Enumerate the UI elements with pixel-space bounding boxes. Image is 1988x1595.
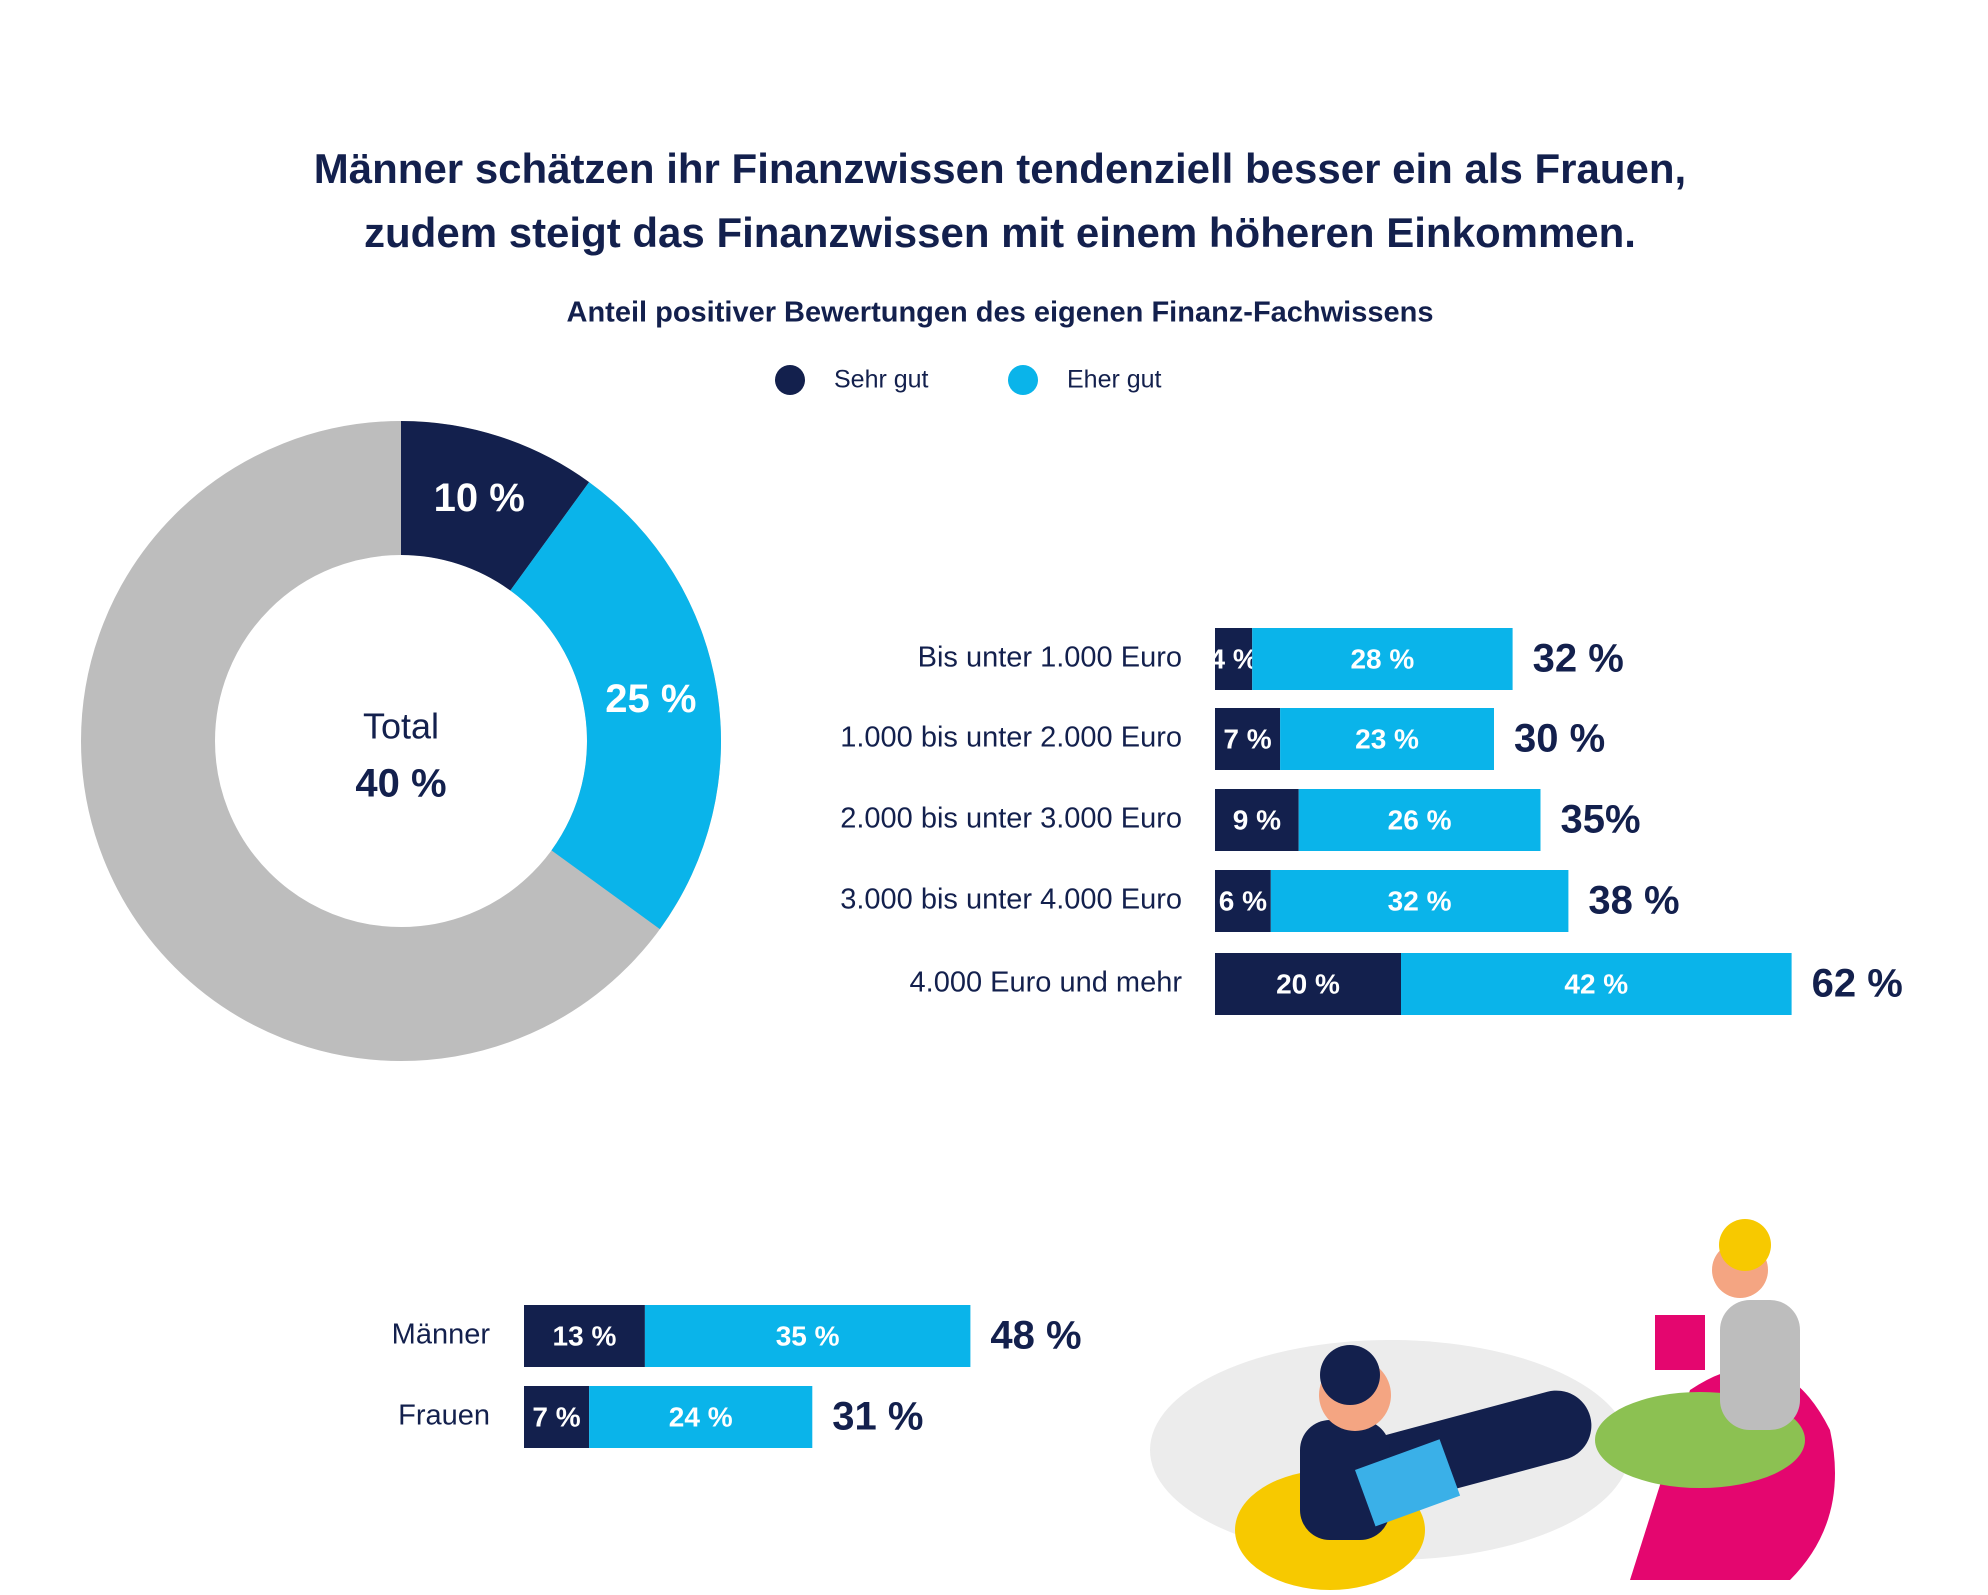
total-label: 62 % bbox=[1812, 962, 1903, 1006]
segment-label: 26 % bbox=[1388, 804, 1452, 835]
illustration bbox=[1150, 1219, 1835, 1590]
bar-segment bbox=[589, 1386, 813, 1448]
bar-segment bbox=[1215, 789, 1299, 851]
total-label: 38 % bbox=[1588, 879, 1679, 923]
category-label: Frauen bbox=[398, 1400, 490, 1432]
legend-swatch bbox=[775, 365, 805, 395]
bar-segment bbox=[1215, 870, 1271, 932]
title-line: Männer schätzen ihr Finanzwissen tendenz… bbox=[314, 145, 1686, 192]
bar-segment bbox=[644, 1305, 971, 1367]
bar-segment bbox=[1298, 789, 1541, 851]
category-label: Bis unter 1.000 Euro bbox=[918, 642, 1182, 674]
category-label: 4.000 Euro und mehr bbox=[910, 967, 1183, 999]
total-label: 30 % bbox=[1514, 717, 1605, 761]
segment-label: 23 % bbox=[1355, 723, 1419, 754]
bar-segment bbox=[1215, 708, 1281, 770]
legend-label: Eher gut bbox=[1067, 366, 1162, 394]
category-label: 1.000 bis unter 2.000 Euro bbox=[840, 722, 1182, 754]
segment-label: 20 % bbox=[1276, 968, 1340, 999]
segment-label: 9 % bbox=[1233, 804, 1281, 835]
subtitle: Anteil positiver Bewertungen des eigenen… bbox=[567, 297, 1434, 329]
total-label: 40 % bbox=[355, 762, 446, 806]
bar-segment bbox=[1270, 870, 1569, 932]
category-label: 3.000 bis unter 4.000 Euro bbox=[840, 884, 1182, 916]
segment-label: 28 % bbox=[1350, 643, 1414, 674]
segment-label: 7 % bbox=[1223, 723, 1271, 754]
segment-label: 6 % bbox=[1219, 885, 1267, 916]
segment-label: 32 % bbox=[1388, 885, 1452, 916]
legend-label: Sehr gut bbox=[834, 366, 929, 394]
bar-segment bbox=[1215, 953, 1401, 1015]
donut-segment bbox=[401, 421, 590, 591]
total-label: 32 % bbox=[1533, 637, 1624, 681]
bar-segment bbox=[1215, 628, 1253, 690]
segment-label: 35 % bbox=[776, 1320, 840, 1351]
segment-label: 42 % bbox=[1564, 968, 1628, 999]
center-label: Total bbox=[363, 706, 439, 747]
total-label: 35% bbox=[1561, 798, 1641, 842]
legend-swatch bbox=[1008, 365, 1038, 395]
segment-label: 7 % bbox=[532, 1401, 580, 1432]
bar-segment bbox=[1280, 708, 1494, 770]
segment-label: 25 % bbox=[605, 677, 696, 721]
total-label: 48 % bbox=[990, 1314, 1081, 1358]
bar-segment bbox=[524, 1386, 590, 1448]
category-label: 2.000 bis unter 3.000 Euro bbox=[840, 803, 1182, 835]
segment-label: 10 % bbox=[434, 476, 525, 520]
bar-segment bbox=[1252, 628, 1513, 690]
bar-segment bbox=[1401, 953, 1792, 1015]
donut-segment bbox=[510, 482, 721, 930]
bar-segment bbox=[524, 1305, 645, 1367]
segment-label: 24 % bbox=[669, 1401, 733, 1432]
total-label: 31 % bbox=[832, 1395, 923, 1439]
category-label: Männer bbox=[392, 1319, 491, 1351]
title-line: zudem steigt das Finanzwissen mit einem … bbox=[364, 209, 1636, 256]
segment-label: 4 % bbox=[1209, 643, 1257, 674]
segment-label: 13 % bbox=[553, 1320, 617, 1351]
